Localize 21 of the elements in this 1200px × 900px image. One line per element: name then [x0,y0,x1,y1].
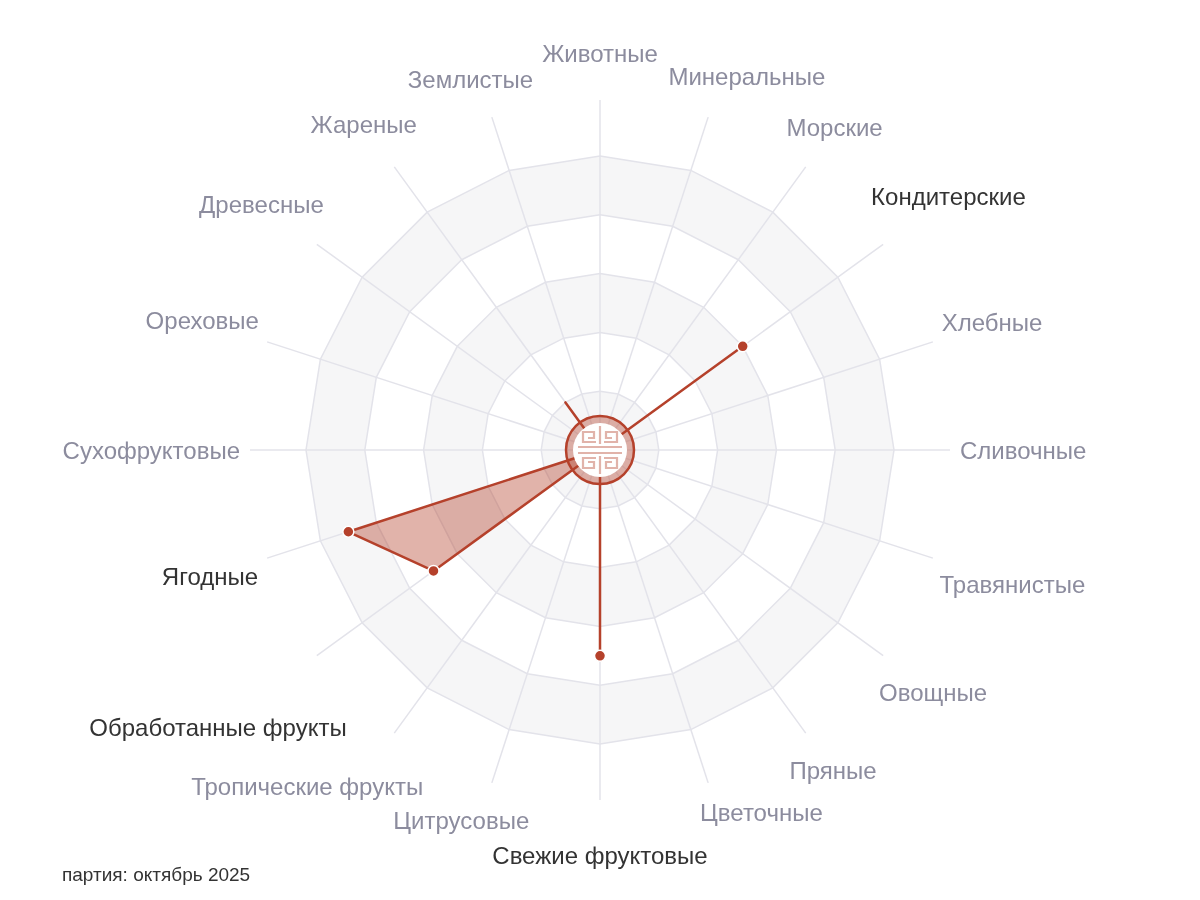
spoke-label: Овощные [879,678,988,706]
spoke-label: Ягодные [161,563,259,591]
spoke-label: Кондитерские [871,183,1026,211]
spoke-label: Ореховые [145,307,259,335]
spoke-label: Обработанные фрукты [89,714,347,742]
spoke-label: Землистые [407,65,534,93]
spoke-label: Свежие фруктовые [492,841,708,869]
spoke-label: Пряные [789,757,877,785]
spoke-label: Цветочные [700,799,823,827]
spoke-label: Древесные [199,190,324,218]
text: партия: октябрь 2025 [62,864,251,886]
spoke-label: Хлебные [941,309,1043,337]
spoke-label: Травянистые [939,570,1086,598]
spoke-label: Жареные [310,111,417,139]
spoke-label: Сухофруктовые [62,436,240,464]
spoke-label: Сливочные [960,436,1087,464]
spoke-label: Тропические фрукты [191,773,424,801]
spoke-label: Морские [786,113,883,141]
spoke-label: Животные [542,40,658,68]
spoke-label: Минеральные [668,63,826,91]
spoke-label: Цитрусовые [393,807,530,835]
